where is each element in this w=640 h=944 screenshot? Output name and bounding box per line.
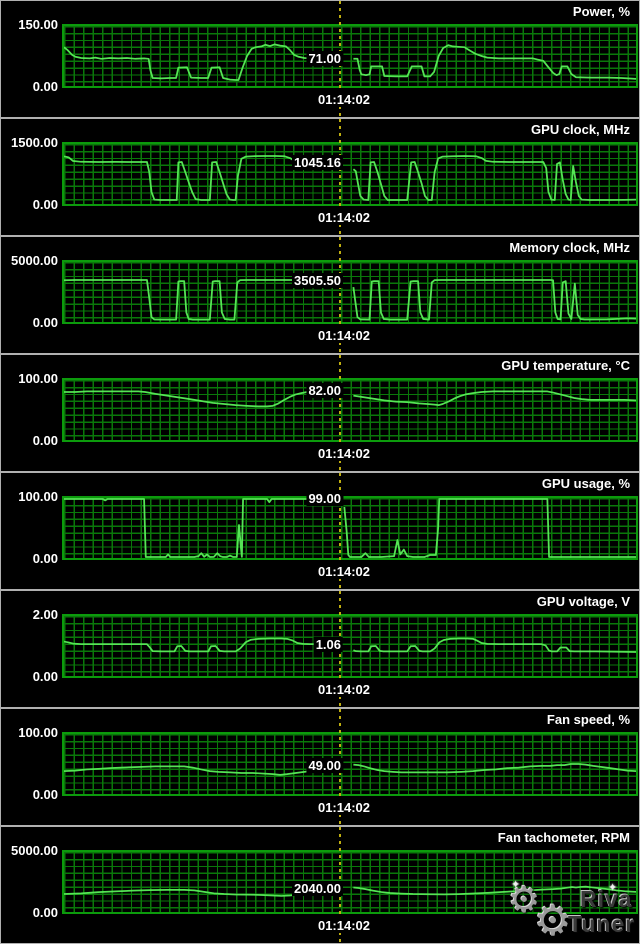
sparkle-icon: ✦	[608, 882, 618, 894]
sparkle-icon: ✦	[511, 879, 521, 891]
y-axis-min-label: 0.00	[32, 315, 58, 330]
signal-trace	[64, 637, 636, 653]
y-axis-min-label: 0.00	[32, 669, 58, 684]
monitor-panel: Fan speed, % 100.00 0.00 49.00 01:14:02	[0, 708, 640, 826]
plot-grid[interactable]	[62, 142, 638, 206]
panel-title: Fan speed, %	[546, 712, 630, 727]
y-axis-max-label: 2.00	[32, 607, 58, 622]
panel-title: GPU clock, MHz	[531, 122, 630, 137]
y-axis-min-label: 0.00	[32, 433, 58, 448]
logo-text-riva: Riva	[580, 886, 633, 912]
panel-title: GPU temperature, °C	[501, 358, 630, 373]
plot-grid[interactable]	[62, 614, 638, 678]
cursor-time-label: 01:14:02	[314, 446, 374, 461]
y-axis-max-label: 100.00	[18, 489, 58, 504]
panel-title: GPU usage, %	[541, 476, 630, 491]
time-cursor-line[interactable]	[339, 355, 341, 471]
panel-title: Fan tachometer, RPM	[497, 830, 630, 845]
plot-grid[interactable]	[62, 378, 638, 442]
y-axis-min-label: 0.00	[32, 787, 58, 802]
monitor-panel: GPU usage, % 100.00 0.00 99.00 01:14:02	[0, 472, 640, 590]
cursor-time-label: 01:14:02	[314, 92, 374, 107]
time-cursor-line[interactable]	[339, 473, 341, 589]
signal-trace	[64, 279, 636, 321]
monitor-panel: GPU temperature, °C 100.00 0.00 82.00 01…	[0, 354, 640, 472]
y-axis-max-label: 1500.00	[11, 135, 58, 150]
y-axis-max-label: 100.00	[18, 725, 58, 740]
cursor-time-label: 01:14:02	[314, 682, 374, 697]
logo-text: Riva Tuner	[568, 888, 635, 936]
y-axis-min-label: 0.00	[32, 79, 58, 94]
monitor-panel: GPU voltage, V 2.00 0.00 1.06 01:14:02	[0, 590, 640, 708]
y-axis-max-label: 5000.00	[11, 253, 58, 268]
cursor-time-label: 01:14:02	[314, 210, 374, 225]
plot-grid[interactable]	[62, 496, 638, 560]
y-axis-min-label: 0.00	[32, 551, 58, 566]
cursor-value-label: 2040.00	[292, 880, 343, 896]
cursor-value-label: 82.00	[306, 383, 343, 399]
y-axis-max-label: 5000.00	[11, 843, 58, 858]
panel-title: Memory clock, MHz	[509, 240, 630, 255]
monitor-panel: Memory clock, MHz 5000.00 0.00 3505.50 0…	[0, 236, 640, 354]
signal-trace	[64, 763, 636, 776]
gear-icon: ⚙	[508, 879, 541, 920]
plot-grid[interactable]	[62, 260, 638, 324]
y-axis-max-label: 100.00	[18, 371, 58, 386]
cursor-value-label: 3505.50	[292, 272, 343, 288]
y-axis-min-label: 0.00	[32, 197, 58, 212]
time-cursor-line[interactable]	[339, 237, 341, 353]
cursor-time-label: 01:14:02	[314, 800, 374, 815]
cursor-time-label: 01:14:02	[314, 564, 374, 579]
rivatuner-watermark: ⚙ ⚙ ✦ ✦ Riva Tuner	[508, 879, 638, 944]
cursor-time-label: 01:14:02	[314, 328, 374, 343]
signal-trace	[64, 390, 636, 408]
time-cursor-line[interactable]	[339, 119, 341, 235]
signal-trace	[64, 498, 636, 558]
cursor-value-label: 71.00	[306, 50, 343, 66]
plot-grid[interactable]	[62, 850, 638, 914]
cursor-value-label: 1045.16	[292, 154, 343, 170]
logo-text-tuner: Tuner	[568, 911, 636, 937]
cursor-time-label: 01:14:02	[314, 918, 374, 933]
cursor-value-label: 1.06	[313, 637, 343, 653]
panel-title: GPU voltage, V	[536, 594, 630, 609]
plot-grid[interactable]	[62, 732, 638, 796]
monitor-panel: GPU clock, MHz 1500.00 0.00 1045.16 01:1…	[0, 118, 640, 236]
panel-title: Power, %	[572, 4, 630, 19]
gear-icon: ⚙	[534, 897, 572, 944]
cursor-value-label: 49.00	[306, 757, 343, 773]
plot-grid[interactable]	[62, 24, 638, 88]
signal-trace	[64, 43, 636, 81]
y-axis-max-label: 150.00	[18, 17, 58, 32]
y-axis-min-label: 0.00	[32, 905, 58, 920]
monitor-panel: Fan tachometer, RPM 5000.00 0.00 2040.00…	[0, 826, 640, 944]
cursor-value-label: 99.00	[306, 490, 343, 506]
signal-trace	[64, 155, 636, 201]
monitor-panel: Power, % 150.00 0.00 71.00 01:14:02	[0, 0, 640, 118]
